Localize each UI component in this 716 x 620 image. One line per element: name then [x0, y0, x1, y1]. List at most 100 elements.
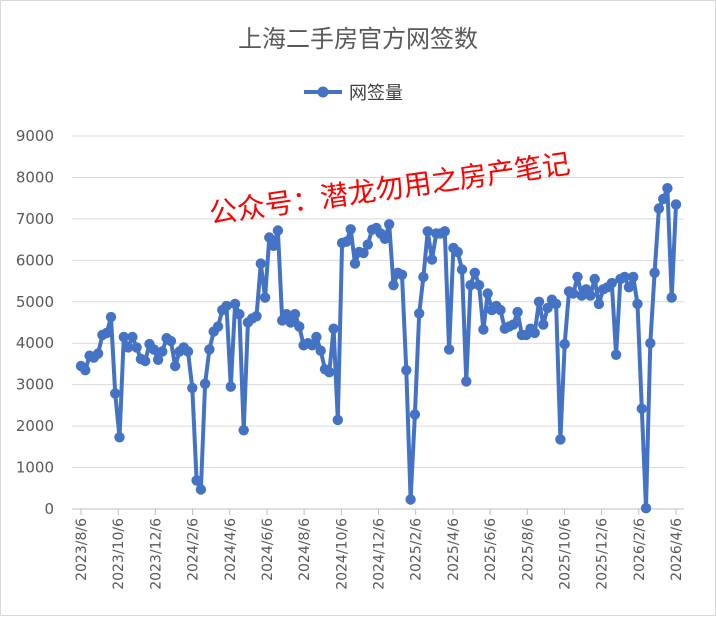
- data-point: [388, 280, 399, 291]
- data-point: [529, 327, 540, 339]
- data-point: [461, 376, 472, 387]
- data-point: [199, 378, 211, 389]
- data-point: [259, 292, 271, 303]
- data-point: [110, 388, 121, 399]
- data-point: [482, 288, 493, 299]
- data-point: [307, 340, 318, 351]
- x-tick-label: 2024/4/6: [223, 518, 239, 581]
- series-group: [75, 183, 682, 514]
- data-point: [324, 367, 335, 378]
- data-point: [122, 342, 134, 353]
- data-point: [251, 311, 262, 322]
- data-point: [439, 226, 450, 237]
- data-point: [653, 203, 665, 214]
- legend-dot-marker: [317, 86, 329, 98]
- data-point: [281, 309, 292, 320]
- legend: 网签量: [304, 83, 403, 104]
- data-point: [645, 338, 656, 349]
- data-point: [311, 331, 322, 343]
- data-point: [234, 309, 245, 320]
- data-point: [469, 267, 480, 278]
- data-point: [118, 331, 129, 343]
- x-tick-label: 2024/10/6: [334, 518, 350, 590]
- watermark-annotation: 公众号：潜龙勿用之房产笔记: [207, 147, 572, 230]
- data-point: [568, 288, 579, 299]
- data-point: [238, 425, 249, 436]
- data-point: [80, 365, 91, 376]
- data-point: [148, 344, 159, 355]
- data-point: [294, 321, 305, 332]
- x-tick-label: 2024/12/6: [372, 518, 388, 590]
- data-point: [555, 434, 566, 445]
- data-point: [272, 225, 284, 236]
- data-point: [396, 269, 408, 280]
- data-point: [264, 232, 275, 243]
- x-tick-label: 2023/12/6: [148, 518, 164, 590]
- data-point: [114, 432, 125, 443]
- data-point: [187, 382, 198, 394]
- data-point: [140, 355, 151, 367]
- data-point: [349, 258, 361, 269]
- data-point: [341, 236, 352, 247]
- y-tick-label: 8000: [16, 168, 54, 186]
- data-point: [92, 348, 104, 359]
- data-point: [593, 298, 605, 310]
- x-tick-label: 2024/2/6: [186, 518, 202, 581]
- data-point: [409, 409, 421, 420]
- data-point: [589, 273, 600, 285]
- data-point: [358, 247, 369, 259]
- x-tick-label: 2025/8/6: [520, 518, 536, 581]
- data-point: [418, 271, 429, 283]
- x-tick-label: 2025/2/6: [409, 518, 425, 581]
- data-point: [662, 183, 673, 194]
- y-tick-label: 3000: [16, 376, 54, 394]
- x-tick-label: 2025/4/6: [446, 518, 462, 581]
- data-point: [550, 298, 562, 310]
- data-point: [101, 327, 112, 339]
- data-point: [105, 311, 117, 323]
- data-point: [495, 304, 506, 316]
- data-point: [157, 346, 168, 357]
- data-point: [628, 271, 639, 283]
- x-tick-label: 2024/8/6: [297, 518, 313, 581]
- data-point: [362, 239, 373, 250]
- data-point: [165, 335, 177, 347]
- data-point: [456, 264, 468, 275]
- data-point: [606, 277, 617, 289]
- data-point: [538, 319, 549, 330]
- data-point: [636, 403, 647, 414]
- data-point: [268, 240, 279, 251]
- data-point: [658, 193, 669, 205]
- data-point: [426, 254, 438, 265]
- y-tick-label: 0: [44, 500, 54, 518]
- y-tick-label: 2000: [16, 417, 54, 435]
- data-point: [623, 282, 635, 293]
- data-point: [152, 354, 164, 365]
- data-point: [666, 292, 677, 303]
- data-point: [127, 331, 138, 343]
- x-tick-label: 2025/12/6: [595, 518, 611, 590]
- y-tick-label: 6000: [16, 251, 54, 269]
- data-point: [225, 381, 236, 392]
- data-point: [478, 324, 489, 335]
- x-tick-label: 2026/4/6: [669, 518, 685, 581]
- data-point: [401, 365, 412, 376]
- data-point: [332, 414, 343, 426]
- data-point: [452, 246, 463, 258]
- chart-title: 上海二手房官方网签数: [238, 25, 478, 53]
- data-point: [328, 323, 339, 334]
- y-tick-label: 4000: [16, 334, 54, 352]
- y-tick-label: 5000: [16, 293, 54, 311]
- data-point: [533, 296, 545, 307]
- data-point: [572, 271, 583, 283]
- data-point: [384, 219, 395, 230]
- data-point: [315, 345, 326, 356]
- y-axis-ticks: 0 1000 2000 3000 4000 5000 6000 7000 8000 9000: [16, 127, 54, 518]
- data-point: [212, 321, 224, 332]
- data-point: [170, 360, 181, 372]
- data-point: [379, 233, 391, 244]
- data-point: [640, 503, 652, 514]
- data-point: [191, 475, 202, 486]
